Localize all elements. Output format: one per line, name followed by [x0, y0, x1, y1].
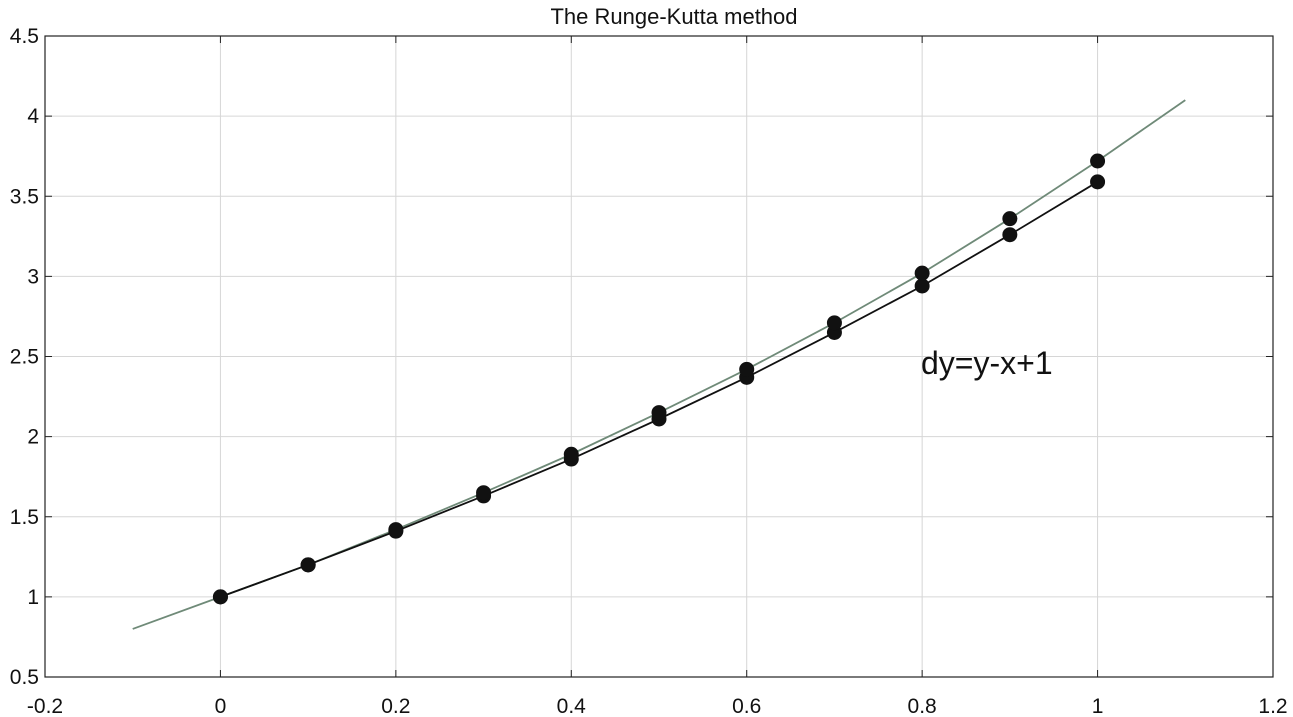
y-tick-label: 4: [27, 105, 39, 128]
x-tick-label: 0: [215, 695, 227, 717]
y-axis: 0.5 1 1.5 2 2.5 3 3.5 4 4.5: [10, 25, 1273, 689]
grid: [45, 36, 1273, 677]
data-point: [1002, 227, 1018, 243]
x-tick-label: 1: [1092, 695, 1104, 717]
y-tick-label: 3: [27, 265, 39, 288]
data-point: [914, 278, 930, 294]
data-point: [1090, 174, 1106, 190]
data-point: [476, 485, 492, 501]
series-2: [212, 174, 1106, 605]
series-group: [132, 99, 1186, 630]
data-point: [1090, 153, 1106, 169]
x-tick-label: 0.6: [732, 695, 761, 717]
x-tick-label: 0.2: [381, 695, 410, 717]
y-tick-label: 0.5: [10, 666, 39, 689]
x-tick-label: 1.2: [1258, 695, 1287, 717]
data-point: [300, 557, 316, 573]
y-tick-label: 1: [27, 586, 39, 609]
data-point: [739, 361, 755, 377]
series-3: [212, 153, 1106, 605]
y-tick-label: 4.5: [10, 25, 39, 48]
x-tick-label: -0.2: [27, 695, 63, 717]
data-point: [563, 446, 579, 462]
y-tick-label: 3.5: [10, 185, 39, 208]
data-point: [212, 589, 228, 605]
data-point: [388, 522, 404, 538]
data-point: [1002, 211, 1018, 227]
x-tick-label: 0.8: [908, 695, 937, 717]
data-point: [914, 265, 930, 281]
x-axis: -0.2 0 0.2 0.4 0.6 0.8 1 1.2: [27, 36, 1288, 717]
x-tick-label: 0.4: [557, 695, 587, 717]
y-tick-label: 2.5: [10, 346, 39, 369]
chart-title: The Runge-Kutta method: [550, 4, 797, 29]
series-line: [220, 181, 1099, 598]
equation-annotation: dy=y-x+1: [921, 345, 1053, 381]
y-tick-label: 2: [27, 426, 39, 449]
data-point: [826, 315, 842, 331]
y-tick-label: 1.5: [10, 506, 39, 529]
data-point: [651, 405, 667, 421]
